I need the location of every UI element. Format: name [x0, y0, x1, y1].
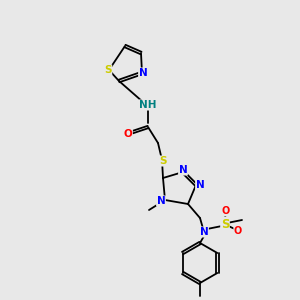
Text: S: S [159, 156, 167, 166]
Text: N: N [200, 227, 208, 237]
Text: O: O [234, 226, 242, 236]
Text: O: O [124, 129, 132, 139]
Text: NH: NH [139, 100, 157, 110]
Text: S: S [221, 218, 229, 230]
Text: N: N [178, 165, 188, 175]
Text: S: S [104, 65, 112, 75]
Text: N: N [139, 68, 147, 78]
Text: O: O [222, 206, 230, 216]
Text: N: N [196, 180, 204, 190]
Text: N: N [157, 196, 165, 206]
